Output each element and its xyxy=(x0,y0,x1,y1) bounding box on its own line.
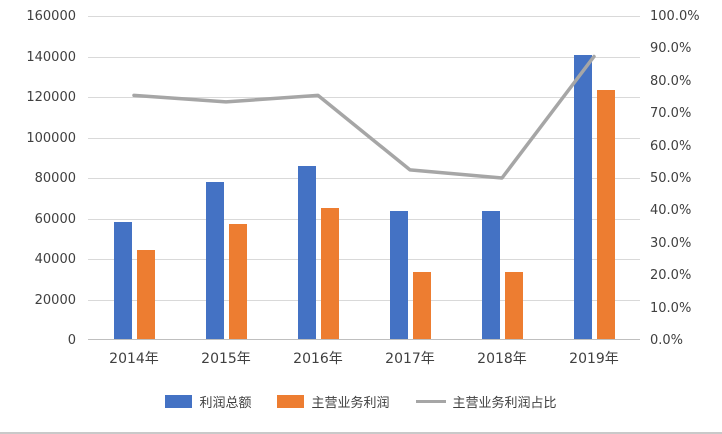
bar xyxy=(389,211,408,339)
legend-item-main-business-profit: 主营业务利润 xyxy=(277,392,390,411)
gridline xyxy=(88,218,640,220)
x-axis-category-label: 2014年 xyxy=(109,351,159,367)
legend-item-profit-total: 利润总额 xyxy=(165,392,251,411)
legend: 利润总额 主营业务利润 主营业务利润占比 xyxy=(0,392,722,411)
right-axis-tick-label: 40.0% xyxy=(650,203,692,219)
left-axis-tick-label: 0 xyxy=(67,333,76,348)
left-axis-tick-label: 40000 xyxy=(34,252,76,267)
gridline xyxy=(88,97,640,98)
legend-label: 主营业务利润占比 xyxy=(452,396,557,411)
legend-item-profit-ratio: 主营业务利润占比 xyxy=(415,392,557,411)
right-axis-tick-label: 50.0% xyxy=(650,171,692,186)
left-axis-tick-label: 20000 xyxy=(34,292,76,308)
bar xyxy=(596,89,615,339)
right-axis-tick-label: 0.0% xyxy=(650,333,684,348)
bar xyxy=(481,211,500,339)
bar xyxy=(113,221,132,339)
legend-bar-swatch xyxy=(277,395,305,408)
bar xyxy=(573,54,592,339)
x-axis-category-label: 2017年 xyxy=(385,351,435,367)
legend-bar-swatch xyxy=(165,395,193,408)
left-axis-tick-label: 140000 xyxy=(26,49,76,65)
right-axis-tick-label: 60.0% xyxy=(650,138,692,154)
right-axis-tick-label: 70.0% xyxy=(650,106,692,122)
left-axis-tick-label: 120000 xyxy=(26,90,76,105)
gridline xyxy=(88,259,640,260)
line-series-layer xyxy=(132,54,596,180)
right-axis-tick-label: 30.0% xyxy=(650,235,692,251)
x-axis-category-label: 2019年 xyxy=(569,351,619,367)
gridline xyxy=(88,178,640,179)
left-axis-tick-label: 160000 xyxy=(26,9,76,24)
legend-line-swatch xyxy=(415,400,446,403)
bar xyxy=(320,208,339,339)
left-axis-tick-label: 80000 xyxy=(34,171,76,186)
right-axis-tick-label: 10.0% xyxy=(650,300,692,316)
x-axis-category-label: 2018年 xyxy=(477,351,527,367)
left-axis-tick-label: 60000 xyxy=(34,211,76,227)
bar xyxy=(412,272,431,339)
bar xyxy=(504,272,523,339)
legend-label: 主营业务利润 xyxy=(311,396,390,411)
right-axis-tick-label: 80.0% xyxy=(650,73,692,89)
legend-label: 利润总额 xyxy=(199,396,252,411)
bar xyxy=(297,165,316,339)
x-axis-category-label: 2016年 xyxy=(293,351,343,367)
right-axis-tick-label: 20.0% xyxy=(650,268,692,284)
left-axis-tick-label: 100000 xyxy=(26,130,76,146)
right-axis-tick-label: 90.0% xyxy=(650,41,692,57)
line-series xyxy=(132,54,596,180)
bar xyxy=(205,182,224,339)
gridline xyxy=(88,137,640,139)
gridline xyxy=(88,56,640,58)
gridline xyxy=(88,299,640,301)
bar xyxy=(228,223,247,339)
bar xyxy=(136,249,155,339)
x-axis-category-label: 2015年 xyxy=(201,351,251,367)
right-axis-tick-label: 100.0% xyxy=(650,9,700,24)
gridline xyxy=(88,16,640,17)
plot-area xyxy=(88,16,640,340)
